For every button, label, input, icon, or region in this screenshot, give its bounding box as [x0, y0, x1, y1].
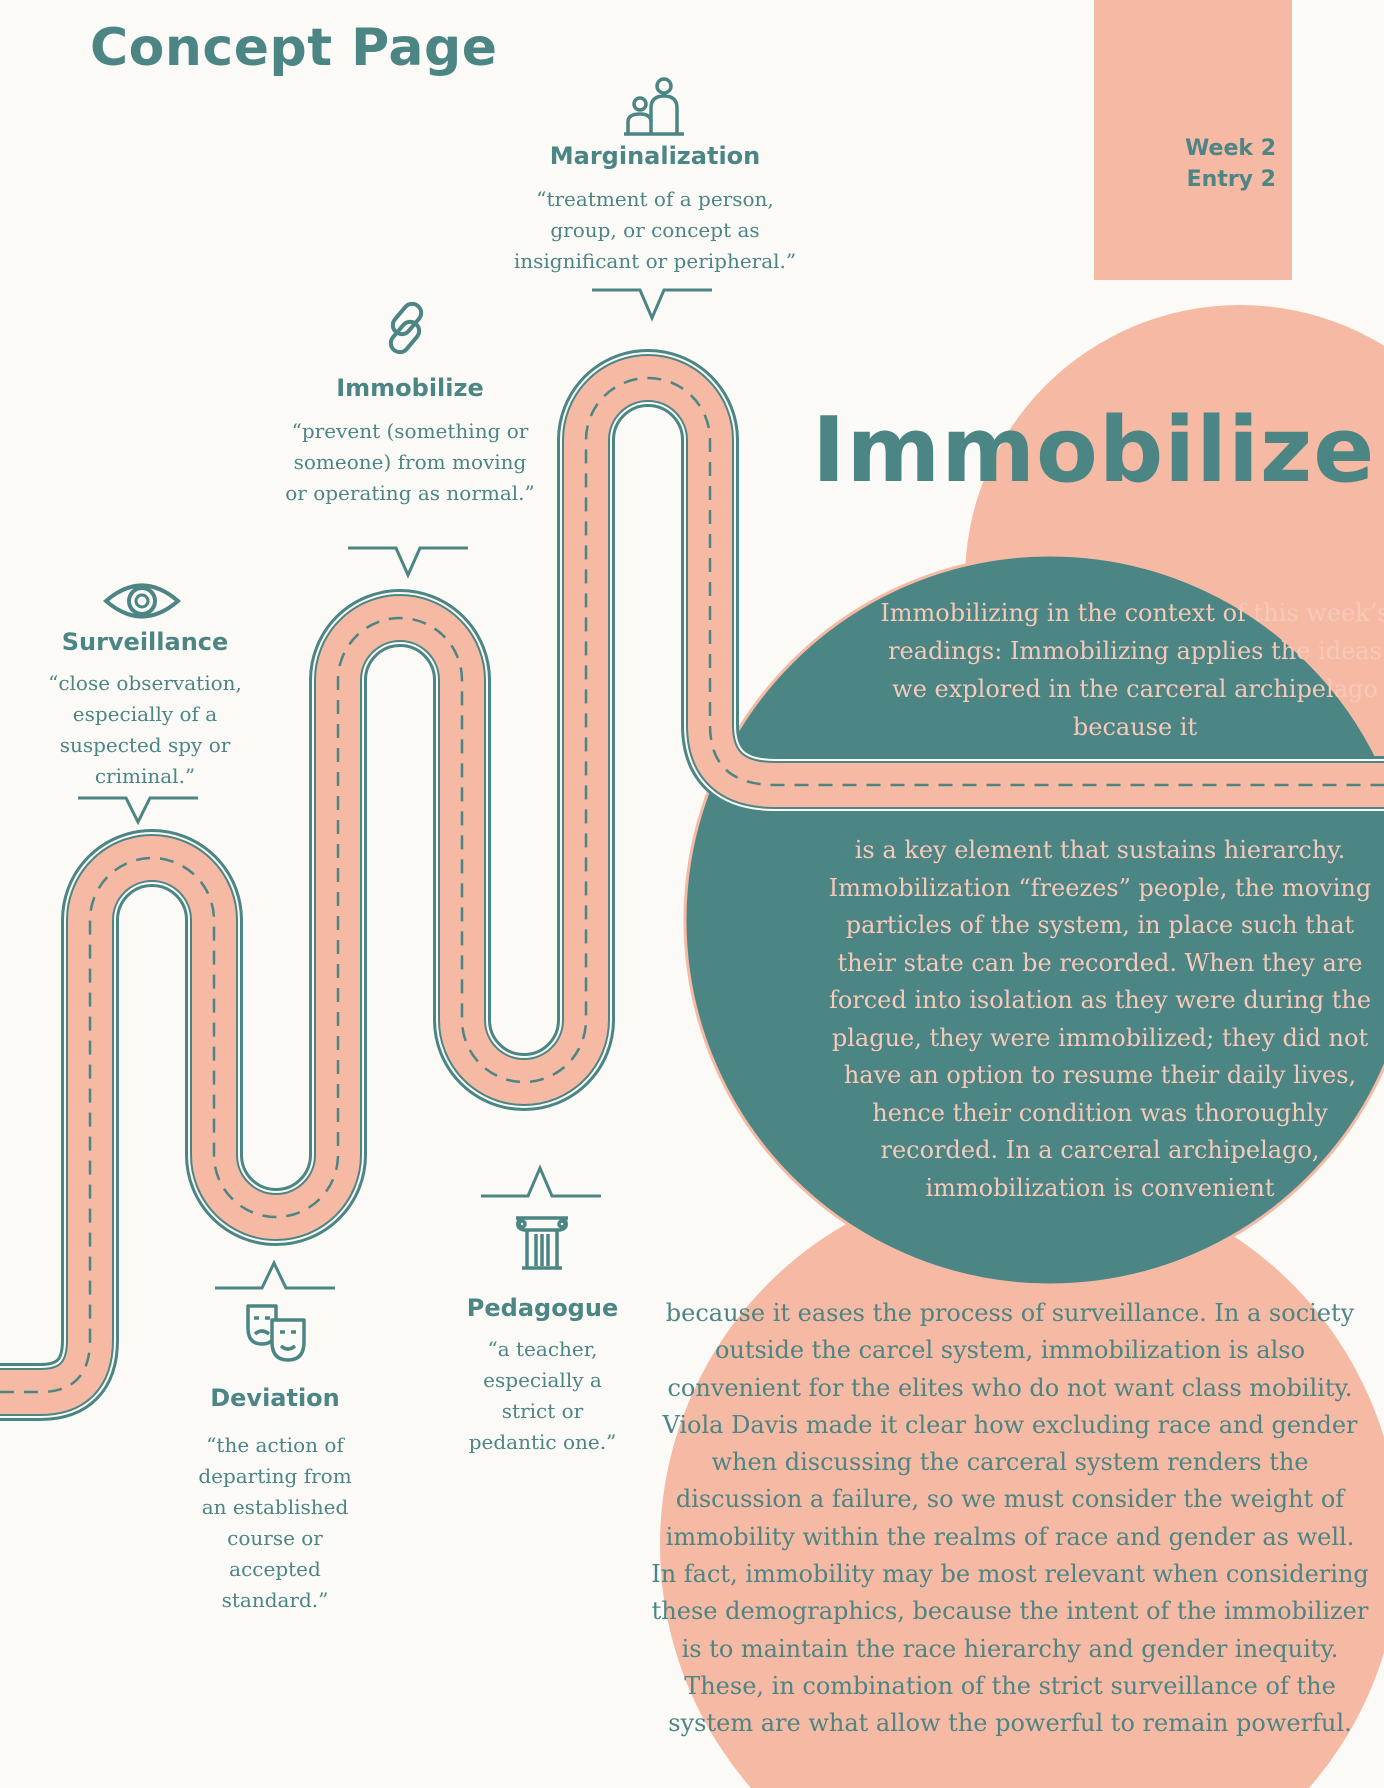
main-term-heading: Immobilize [812, 398, 1376, 503]
marginalization-pointer [592, 288, 712, 322]
term-definition: “treatment of a person, group, or concep… [513, 187, 797, 273]
essay-paragraph-2: is a key element that sustains hierarchy… [828, 836, 1372, 1202]
essay-paragraph-1: Immobilizing in the context of this week… [880, 599, 1384, 741]
term-deviation: Deviation “the action of departing from … [190, 1384, 360, 1616]
week-entry-label: Week 2 Entry 2 [1185, 133, 1276, 195]
essay-paragraph-3: because it eases the process of surveill… [651, 1299, 1369, 1738]
term-name: Surveillance [61, 628, 229, 656]
week-label: Week 2 [1185, 136, 1276, 161]
term-name: Marginalization [549, 142, 761, 170]
callout-pointers [78, 288, 712, 1290]
term-name: Pedagogue [466, 1294, 619, 1322]
term-name: Immobilize [336, 374, 484, 402]
term-marginalization: Marginalization “treatment of a person, … [500, 142, 810, 277]
week-entry-box: Week 2 Entry 2 [1094, 0, 1292, 280]
people-icon [624, 77, 684, 136]
term-surveillance: Surveillance “close observation, especia… [30, 628, 260, 792]
entry-label: Entry 2 [1186, 167, 1276, 192]
term-definition: “prevent (something or someone) from mov… [285, 419, 535, 505]
term-name: Deviation [210, 1384, 340, 1412]
column-icon [516, 1216, 568, 1270]
term-definition: “a teacher, especially a strict or pedan… [468, 1337, 617, 1454]
term-immobilize: Immobilize “prevent (something or someon… [280, 374, 540, 509]
term-pedagogue: Pedagogue “a teacher, especially a stric… [455, 1294, 630, 1458]
teal-circle [683, 553, 1384, 1287]
eye-icon [103, 583, 181, 619]
deviation-pointer [215, 1259, 335, 1290]
term-definition: “close observation, especially of a susp… [48, 671, 242, 788]
chain-link-icon [388, 301, 424, 355]
winding-road [0, 349, 1384, 1421]
salmon-circle-bottom [660, 1175, 1384, 1788]
pedagogue-pointer [481, 1164, 601, 1198]
term-definition: “the action of departing from an establi… [198, 1433, 352, 1612]
immobilize-pointer [348, 546, 468, 579]
page-title: Concept Page [90, 18, 498, 78]
surveillance-pointer [78, 796, 198, 826]
theater-masks-icon [246, 1304, 306, 1362]
